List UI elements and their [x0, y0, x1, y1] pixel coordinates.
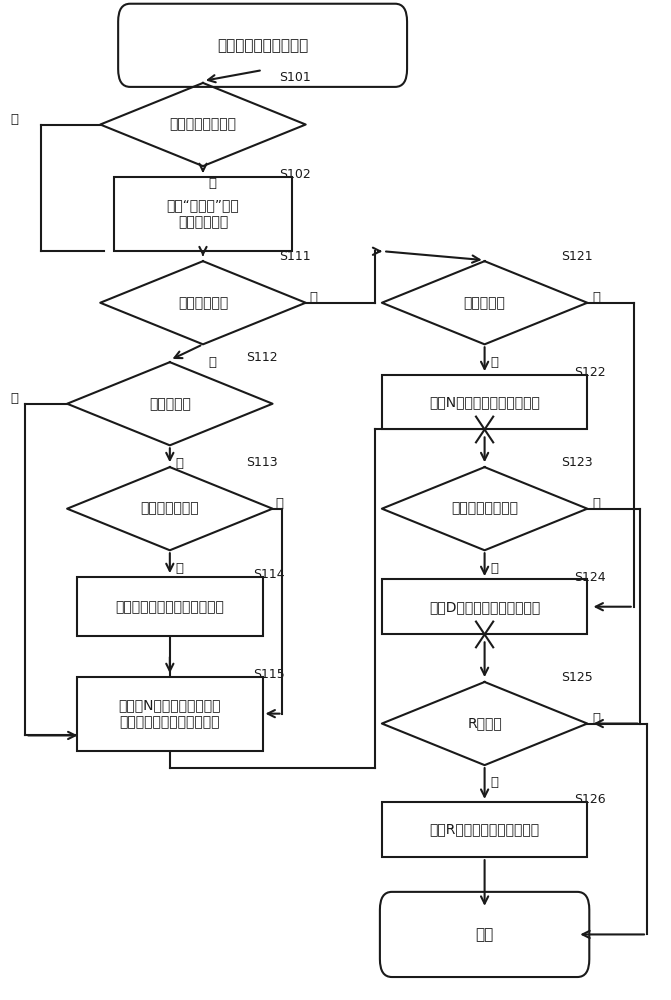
- Bar: [382, 802, 587, 857]
- Text: S102: S102: [279, 168, 311, 181]
- Text: S124: S124: [574, 571, 606, 584]
- Text: 是: 是: [490, 356, 498, 369]
- Text: S115: S115: [253, 668, 285, 681]
- Text: 存储先前的输出值作为保持值: 存储先前的输出值作为保持值: [115, 600, 224, 614]
- Text: 改变至N档位作为控制换档
档位并且发送保持值的档位: 改变至N档位作为控制换档 档位并且发送保持值的档位: [119, 699, 221, 729]
- Text: 发送N档位作为控制换档档位: 发送N档位作为控制换档档位: [429, 395, 540, 409]
- Polygon shape: [67, 467, 272, 550]
- Text: 是: 是: [208, 177, 216, 190]
- Text: 发送“未定义”作为
控制换档档位: 发送“未定义”作为 控制换档档位: [166, 199, 240, 229]
- Polygon shape: [382, 682, 587, 765]
- Text: S114: S114: [253, 568, 285, 581]
- Bar: [382, 375, 587, 429]
- Text: 空档位置？: 空档位置？: [464, 296, 505, 310]
- Text: 否: 否: [11, 392, 19, 405]
- Text: 返回: 返回: [476, 927, 494, 942]
- Text: S121: S121: [561, 250, 592, 263]
- Text: 是: 是: [490, 562, 498, 575]
- Text: S112: S112: [246, 351, 278, 364]
- Text: 否: 否: [309, 291, 317, 304]
- Text: S122: S122: [574, 366, 606, 379]
- Polygon shape: [382, 261, 587, 344]
- Text: S125: S125: [561, 671, 592, 684]
- Text: 否: 否: [592, 497, 601, 510]
- Text: 否: 否: [11, 113, 19, 126]
- Bar: [77, 577, 262, 636]
- Text: 否: 否: [592, 712, 601, 725]
- Text: 是: 是: [175, 562, 183, 575]
- Text: R位置？: R位置？: [467, 717, 502, 731]
- Text: 操作离合器？: 操作离合器？: [178, 296, 228, 310]
- Text: S123: S123: [561, 456, 592, 469]
- Text: S111: S111: [279, 250, 311, 263]
- Bar: [113, 177, 293, 251]
- Text: 是: 是: [208, 356, 216, 369]
- Text: S101: S101: [279, 71, 311, 84]
- Polygon shape: [100, 261, 306, 344]
- Text: 发送D档位作为控制换档档位: 发送D档位作为控制换档档位: [429, 600, 540, 614]
- Polygon shape: [67, 362, 272, 445]
- Text: 否: 否: [276, 497, 284, 510]
- Text: 检测到多个位置？: 检测到多个位置？: [170, 118, 236, 132]
- Text: 控制换档档位输出处理: 控制换档档位输出处理: [217, 38, 308, 53]
- Text: 空档位置？: 空档位置？: [149, 397, 191, 411]
- FancyBboxPatch shape: [118, 4, 407, 87]
- Text: 任意前进档位置？: 任意前进档位置？: [451, 502, 518, 516]
- Polygon shape: [382, 467, 587, 550]
- FancyBboxPatch shape: [380, 892, 589, 977]
- Text: S126: S126: [574, 793, 606, 806]
- Text: 是: 是: [490, 776, 498, 789]
- Bar: [77, 677, 262, 751]
- Text: 初始控制周期？: 初始控制周期？: [140, 502, 199, 516]
- Bar: [382, 579, 587, 634]
- Text: 发送R档位作为控制换档档位: 发送R档位作为控制换档档位: [429, 822, 539, 836]
- Polygon shape: [100, 83, 306, 166]
- Text: 否: 否: [592, 291, 601, 304]
- Text: S113: S113: [246, 456, 278, 469]
- Text: 是: 是: [175, 457, 183, 470]
